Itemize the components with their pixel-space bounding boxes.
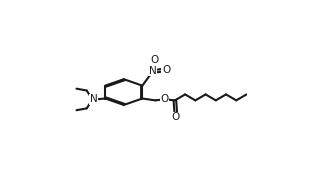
Text: O: O bbox=[162, 65, 170, 75]
Text: O: O bbox=[172, 112, 180, 122]
Text: O: O bbox=[161, 94, 169, 104]
Text: O: O bbox=[150, 55, 159, 65]
Text: N: N bbox=[149, 66, 156, 76]
Text: N: N bbox=[90, 94, 97, 104]
